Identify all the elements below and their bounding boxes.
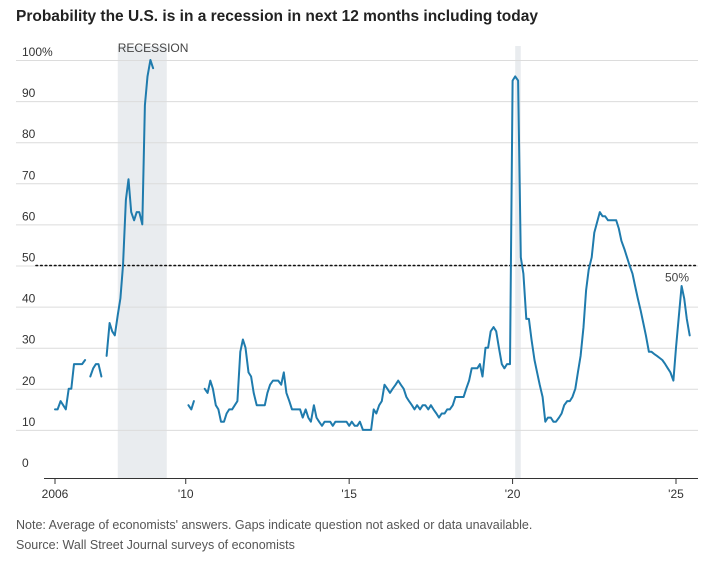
- chart-note: Note: Average of economists' answers. Ga…: [16, 518, 533, 532]
- y-tick-label-100: 100%: [22, 45, 53, 59]
- recession-label: RECESSION: [118, 41, 189, 55]
- x-axis: 2006 '10 '15 '20 '25: [42, 478, 698, 501]
- series-segment-0: [54, 359, 87, 411]
- chart-source: Source: Wall Street Journal surveys of e…: [16, 538, 295, 552]
- x-tick-label-2025: '25: [668, 487, 684, 501]
- series-segment-4: [203, 75, 691, 431]
- reference-line-label: 50%: [665, 271, 689, 285]
- y-axis-labels: 0 10 20 30 40 50 60 70 80 90 100%: [22, 45, 53, 470]
- y-tick-label-20: 20: [22, 374, 36, 388]
- y-tick-label-90: 90: [22, 86, 36, 100]
- y-tick-label-50: 50: [22, 251, 36, 265]
- series-segment-1: [89, 363, 103, 378]
- chart-title: Probability the U.S. is in a recession i…: [16, 8, 538, 25]
- y-tick-label-10: 10: [22, 415, 36, 429]
- x-tick-label-2020: '20: [505, 487, 521, 501]
- series-segment-2: [105, 59, 155, 357]
- probability-line: [54, 59, 691, 431]
- y-tick-label-80: 80: [22, 127, 36, 141]
- recession-band-0: [117, 46, 167, 478]
- y-tick-label-70: 70: [22, 168, 36, 182]
- recession-band-1: [515, 46, 521, 478]
- x-tick-label-2015: '15: [341, 487, 357, 501]
- series-segment-3: [187, 400, 195, 411]
- recession-shades: RECESSION: [117, 41, 521, 478]
- y-tick-label-60: 60: [22, 209, 36, 223]
- x-tick-label-2010: '10: [178, 487, 194, 501]
- x-tick-label-2006: 2006: [42, 487, 69, 501]
- y-tick-label-40: 40: [22, 292, 36, 306]
- fifty-percent-reference: 50%: [35, 264, 699, 285]
- y-tick-label-0: 0: [22, 456, 29, 470]
- y-tick-label-30: 30: [22, 333, 36, 347]
